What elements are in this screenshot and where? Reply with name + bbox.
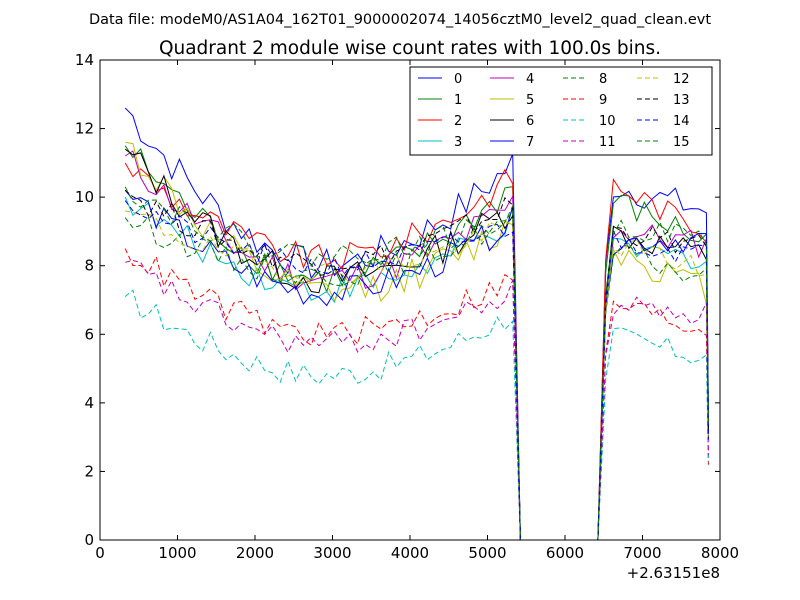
series-line-8 [124, 210, 709, 540]
series-line-1 [124, 145, 709, 540]
x-tick-label: 8000 [701, 544, 739, 562]
legend-label-3: 3 [454, 135, 462, 150]
y-tick-label: 2 [84, 462, 94, 480]
legend-frame [409, 66, 713, 156]
series-line-6 [124, 148, 709, 540]
x-tick-label: 7000 [623, 544, 661, 562]
legend-label-11: 11 [599, 135, 616, 150]
series-line-12 [125, 210, 709, 540]
chart-title: Quadrant 2 module wise count rates with … [159, 38, 661, 59]
x-tick-label: 1000 [158, 544, 196, 562]
legend-label-14: 14 [673, 114, 690, 129]
series-line-15 [124, 186, 709, 540]
legend-label-12: 12 [673, 72, 690, 87]
x-tick-label: 6000 [546, 544, 584, 562]
legend-label-1: 1 [454, 93, 462, 108]
x-axis-offset-label: +2.63151e8 [627, 564, 720, 582]
series-line-13 [124, 189, 709, 540]
chart-suptitle: Data file: modeM0/AS1A04_162T01_90000020… [89, 12, 711, 28]
series-layer [124, 107, 709, 540]
legend-label-7: 7 [526, 135, 534, 150]
y-tick-label: 10 [75, 188, 94, 206]
series-line-2 [124, 162, 709, 540]
y-tick-label: 8 [84, 257, 94, 275]
x-tick-label: 2000 [236, 544, 274, 562]
x-tick-label: 4000 [391, 544, 429, 562]
x-tick-label: 0 [95, 544, 105, 562]
series-line-14 [124, 200, 709, 540]
legend-label-10: 10 [599, 114, 616, 129]
series-line-0 [124, 107, 709, 540]
legend-label-5: 5 [526, 93, 534, 108]
series-line-3 [124, 196, 709, 540]
y-tick-label: 0 [84, 531, 94, 549]
y-tick-label: 4 [84, 394, 94, 412]
y-tick-label: 12 [75, 120, 94, 138]
legend-label-15: 15 [673, 135, 690, 150]
legend-label-9: 9 [599, 93, 607, 108]
plot-area: 0 1000 2000 3000 4000 5000 6000 7000 8000 0 2 4 6 8 1… [75, 51, 739, 582]
legend-label-2: 2 [454, 114, 462, 129]
legend-label-8: 8 [599, 72, 607, 87]
y-tick-label: 6 [84, 325, 94, 343]
legend-label-4: 4 [526, 72, 534, 87]
x-tick-label: 5000 [468, 544, 506, 562]
series-line-5 [125, 141, 709, 540]
x-axis: 0 1000 2000 3000 4000 5000 6000 7000 8000 [95, 60, 739, 562]
series-line-4 [124, 150, 709, 540]
legend-label-6: 6 [526, 114, 534, 129]
series-line-11 [125, 259, 709, 540]
series-line-9 [124, 248, 709, 540]
x-tick-label: 3000 [313, 544, 351, 562]
series-line-10 [124, 289, 709, 540]
legend-label-13: 13 [673, 93, 690, 108]
y-tick-label: 14 [75, 51, 94, 69]
legend-label-0: 0 [454, 72, 462, 87]
